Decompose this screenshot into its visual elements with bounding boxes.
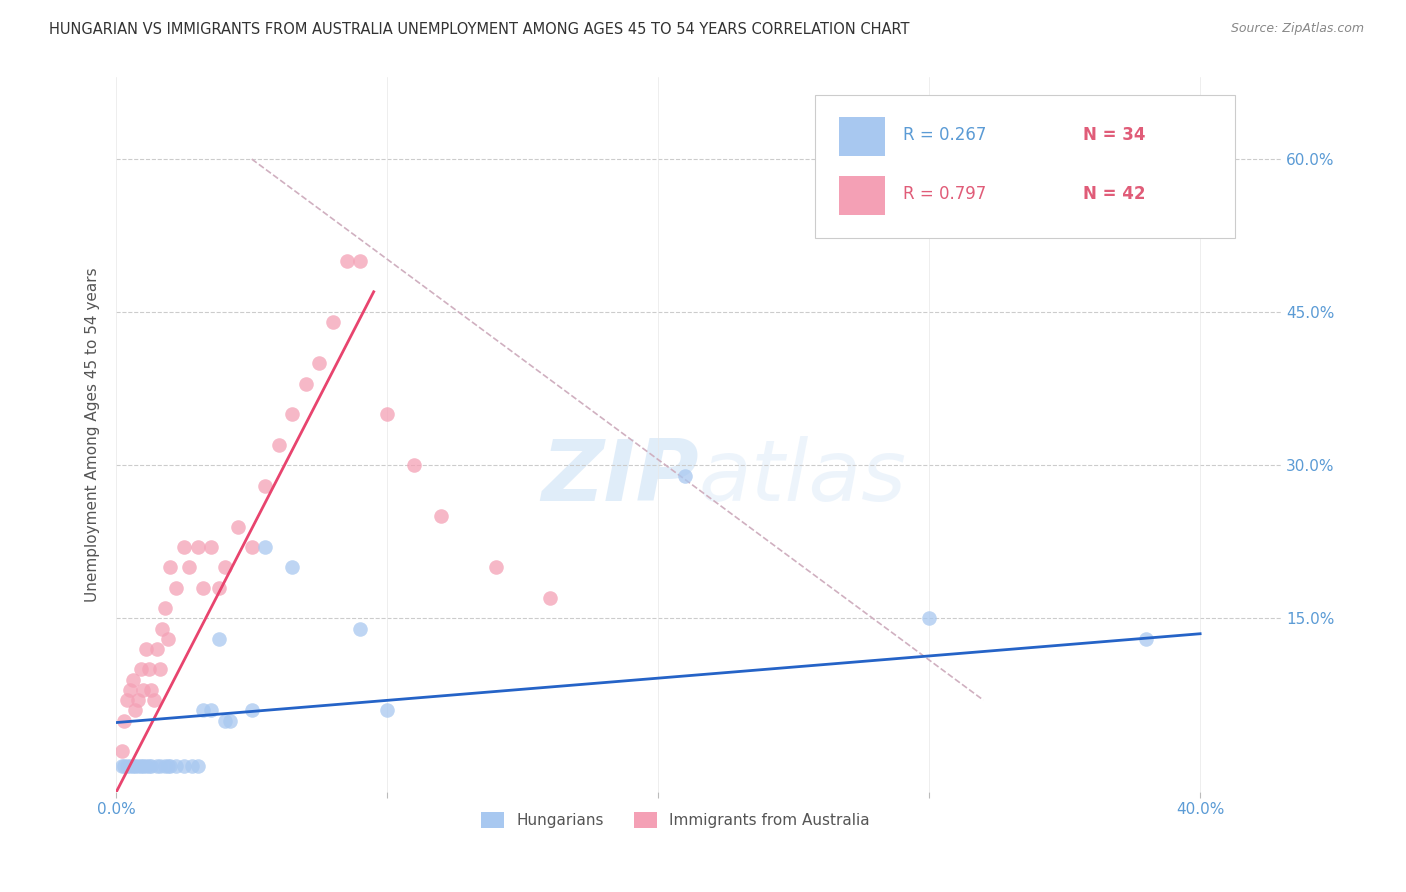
Point <box>173 540 195 554</box>
Point <box>138 759 160 773</box>
Point <box>181 759 204 773</box>
Point <box>240 703 263 717</box>
Point <box>349 254 371 268</box>
Point <box>430 509 453 524</box>
Point <box>118 759 141 773</box>
Bar <box>838 176 886 215</box>
Point <box>191 581 214 595</box>
Legend: Hungarians, Immigrants from Australia: Hungarians, Immigrants from Australia <box>475 806 876 834</box>
Point <box>165 581 187 595</box>
Point <box>129 759 152 773</box>
Point <box>121 759 143 773</box>
Point <box>121 673 143 687</box>
Point <box>208 632 231 646</box>
Point <box>156 632 179 646</box>
Text: atlas: atlas <box>699 436 907 519</box>
Point <box>349 622 371 636</box>
Point <box>150 622 173 636</box>
Point <box>322 315 344 329</box>
Point <box>200 703 222 717</box>
Point <box>214 714 236 728</box>
Point <box>191 703 214 717</box>
Point <box>336 254 359 268</box>
Point <box>673 468 696 483</box>
Point <box>135 642 157 657</box>
Point <box>111 744 134 758</box>
Point <box>159 560 181 574</box>
Point <box>118 682 141 697</box>
Point <box>159 759 181 773</box>
Text: ZIP: ZIP <box>541 436 699 519</box>
Point <box>112 714 135 728</box>
Point <box>146 759 169 773</box>
Point <box>219 714 242 728</box>
Point <box>187 540 209 554</box>
Point <box>124 759 146 773</box>
Point <box>153 759 176 773</box>
Text: N = 42: N = 42 <box>1084 185 1146 202</box>
Point <box>187 759 209 773</box>
Point <box>254 540 277 554</box>
Y-axis label: Unemployment Among Ages 45 to 54 years: Unemployment Among Ages 45 to 54 years <box>86 268 100 602</box>
Text: HUNGARIAN VS IMMIGRANTS FROM AUSTRALIA UNEMPLOYMENT AMONG AGES 45 TO 54 YEARS CO: HUNGARIAN VS IMMIGRANTS FROM AUSTRALIA U… <box>49 22 910 37</box>
Text: R = 0.267: R = 0.267 <box>903 126 986 144</box>
Text: N = 34: N = 34 <box>1084 126 1146 144</box>
Point <box>254 479 277 493</box>
Point <box>173 759 195 773</box>
Point <box>308 356 330 370</box>
Point <box>485 560 508 574</box>
Point <box>124 703 146 717</box>
Point <box>208 581 231 595</box>
Point <box>112 759 135 773</box>
Point <box>143 693 166 707</box>
Point <box>129 663 152 677</box>
Point <box>200 540 222 554</box>
FancyBboxPatch shape <box>815 95 1234 238</box>
Point <box>375 703 398 717</box>
Point <box>404 458 426 473</box>
Point <box>153 601 176 615</box>
Point <box>179 560 201 574</box>
Point <box>127 759 149 773</box>
Point <box>135 759 157 773</box>
Point <box>281 407 304 421</box>
Text: R = 0.797: R = 0.797 <box>903 185 986 202</box>
Point <box>132 682 155 697</box>
Point <box>918 611 941 625</box>
Point <box>127 693 149 707</box>
Point <box>1135 632 1157 646</box>
Point <box>141 759 163 773</box>
Point <box>240 540 263 554</box>
Point <box>165 759 187 773</box>
Point <box>156 759 179 773</box>
Point <box>111 759 134 773</box>
Bar <box>838 117 886 156</box>
Point <box>375 407 398 421</box>
Text: Source: ZipAtlas.com: Source: ZipAtlas.com <box>1230 22 1364 36</box>
Point <box>132 759 155 773</box>
Point <box>115 693 138 707</box>
Point <box>214 560 236 574</box>
Point <box>226 519 249 533</box>
Point <box>281 560 304 574</box>
Point <box>267 438 290 452</box>
Point <box>138 663 160 677</box>
Point <box>149 759 172 773</box>
Point <box>149 663 172 677</box>
Point <box>146 642 169 657</box>
Point <box>115 759 138 773</box>
Point <box>538 591 561 605</box>
Point <box>141 682 163 697</box>
Point <box>295 376 318 391</box>
